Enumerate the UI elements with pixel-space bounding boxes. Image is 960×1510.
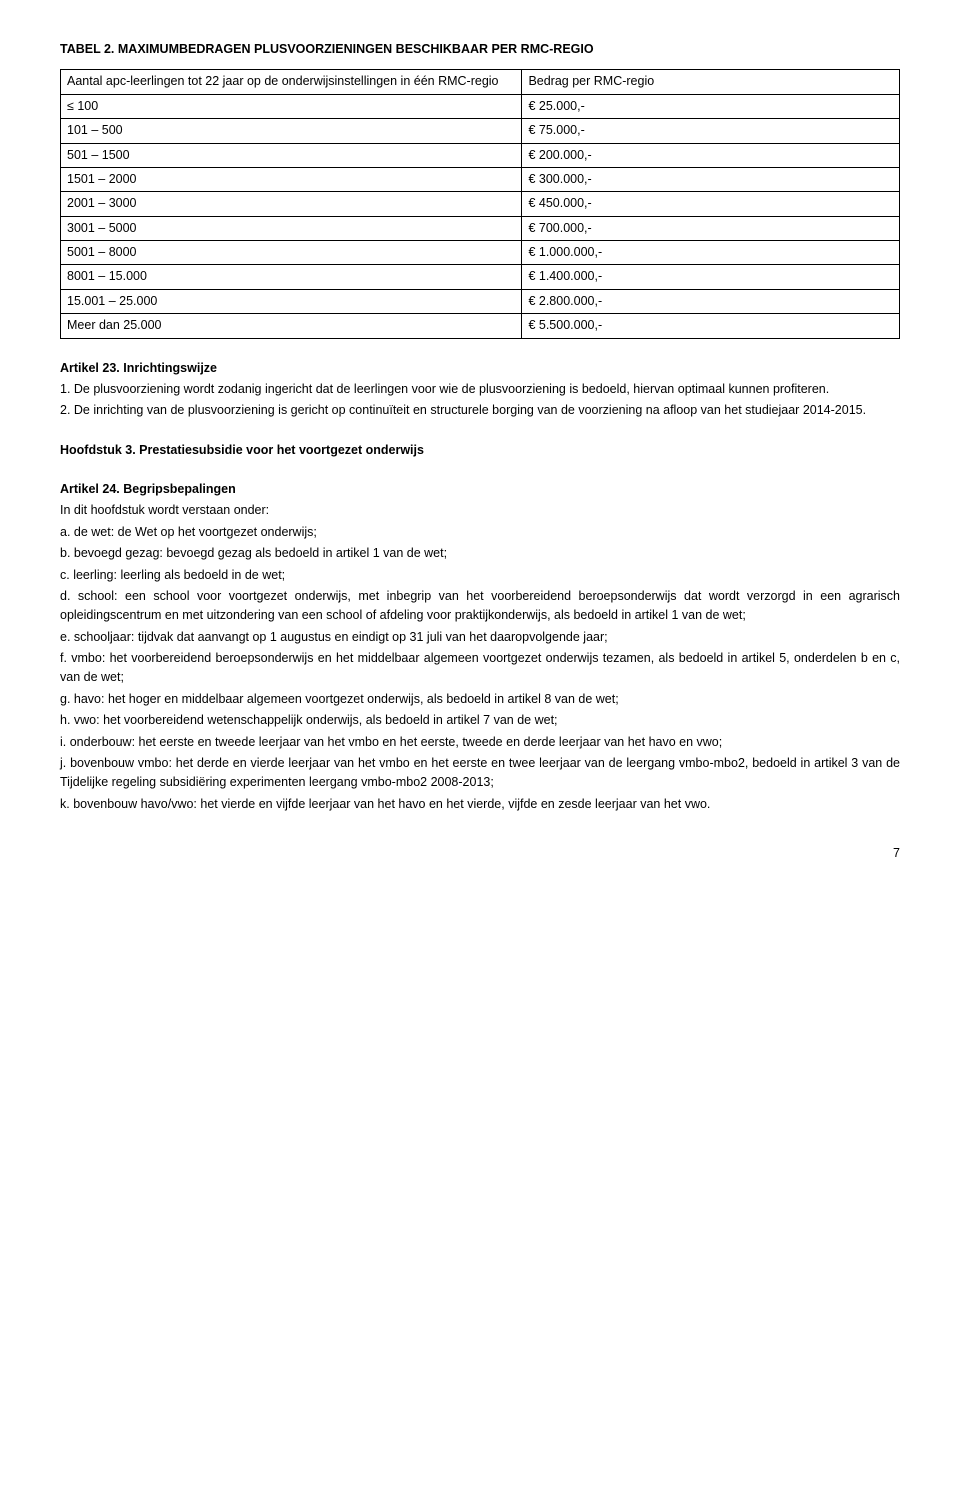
table-title: TABEL 2. MAXIMUMBEDRAGEN PLUSVOORZIENING… xyxy=(60,40,900,59)
cell-amount: € 450.000,- xyxy=(522,192,900,216)
cell-amount: € 200.000,- xyxy=(522,143,900,167)
cell-amount: € 5.500.000,- xyxy=(522,314,900,338)
cell-amount: € 700.000,- xyxy=(522,216,900,240)
max-amounts-table: Aantal apc-leerlingen tot 22 jaar op de … xyxy=(60,69,900,338)
article-24-item: e. schooljaar: tijdvak dat aanvangt op 1… xyxy=(60,628,900,647)
page-number: 7 xyxy=(60,844,900,863)
article-24-intro: In dit hoofdstuk wordt verstaan onder: xyxy=(60,501,900,520)
table-row: 1501 – 2000€ 300.000,- xyxy=(61,167,900,191)
header-left: Aantal apc-leerlingen tot 22 jaar op de … xyxy=(61,70,522,94)
article-24-item: i. onderbouw: het eerste en tweede leerj… xyxy=(60,733,900,752)
article-24-item: f. vmbo: het voorbereidend beroepsonderw… xyxy=(60,649,900,688)
article-24-item: g. havo: het hoger en middelbaar algemee… xyxy=(60,690,900,709)
cell-amount: € 1.400.000,- xyxy=(522,265,900,289)
cell-range: 101 – 500 xyxy=(61,119,522,143)
cell-range: 5001 – 8000 xyxy=(61,241,522,265)
article-24-item: d. school: een school voor voortgezet on… xyxy=(60,587,900,626)
cell-amount: € 75.000,- xyxy=(522,119,900,143)
cell-amount: € 1.000.000,- xyxy=(522,241,900,265)
cell-amount: € 25.000,- xyxy=(522,94,900,118)
article-23-item: 1. De plusvoorziening wordt zodanig inge… xyxy=(60,380,900,399)
table-row: 15.001 – 25.000€ 2.800.000,- xyxy=(61,289,900,313)
cell-range: ≤ 100 xyxy=(61,94,522,118)
cell-range: 3001 – 5000 xyxy=(61,216,522,240)
cell-amount: € 300.000,- xyxy=(522,167,900,191)
cell-range: 2001 – 3000 xyxy=(61,192,522,216)
article-24-item: b. bevoegd gezag: bevoegd gezag als bedo… xyxy=(60,544,900,563)
article-24-item: a. de wet: de Wet op het voortgezet onde… xyxy=(60,523,900,542)
table-row: 3001 – 5000€ 700.000,- xyxy=(61,216,900,240)
table-header-row: Aantal apc-leerlingen tot 22 jaar op de … xyxy=(61,70,900,94)
header-right: Bedrag per RMC-regio xyxy=(522,70,900,94)
chapter-3-heading: Hoofdstuk 3. Prestatiesubsidie voor het … xyxy=(60,441,900,460)
article-23-item: 2. De inrichting van de plusvoorziening … xyxy=(60,401,900,420)
table-row: ≤ 100€ 25.000,- xyxy=(61,94,900,118)
article-24-item: h. vwo: het voorbereidend wetenschappeli… xyxy=(60,711,900,730)
table-row: Meer dan 25.000€ 5.500.000,- xyxy=(61,314,900,338)
table-row: 2001 – 3000€ 450.000,- xyxy=(61,192,900,216)
cell-range: Meer dan 25.000 xyxy=(61,314,522,338)
article-24-item: k. bovenbouw havo/vwo: het vierde en vij… xyxy=(60,795,900,814)
article-23-heading: Artikel 23. Inrichtingswijze xyxy=(60,359,900,378)
table-row: 501 – 1500€ 200.000,- xyxy=(61,143,900,167)
cell-amount: € 2.800.000,- xyxy=(522,289,900,313)
article-24-item: c. leerling: leerling als bedoeld in de … xyxy=(60,566,900,585)
cell-range: 15.001 – 25.000 xyxy=(61,289,522,313)
table-row: 8001 – 15.000€ 1.400.000,- xyxy=(61,265,900,289)
cell-range: 8001 – 15.000 xyxy=(61,265,522,289)
article-24-heading: Artikel 24. Begripsbepalingen xyxy=(60,480,900,499)
article-24-item: j. bovenbouw vmbo: het derde en vierde l… xyxy=(60,754,900,793)
table-row: 5001 – 8000€ 1.000.000,- xyxy=(61,241,900,265)
cell-range: 1501 – 2000 xyxy=(61,167,522,191)
table-row: 101 – 500€ 75.000,- xyxy=(61,119,900,143)
cell-range: 501 – 1500 xyxy=(61,143,522,167)
